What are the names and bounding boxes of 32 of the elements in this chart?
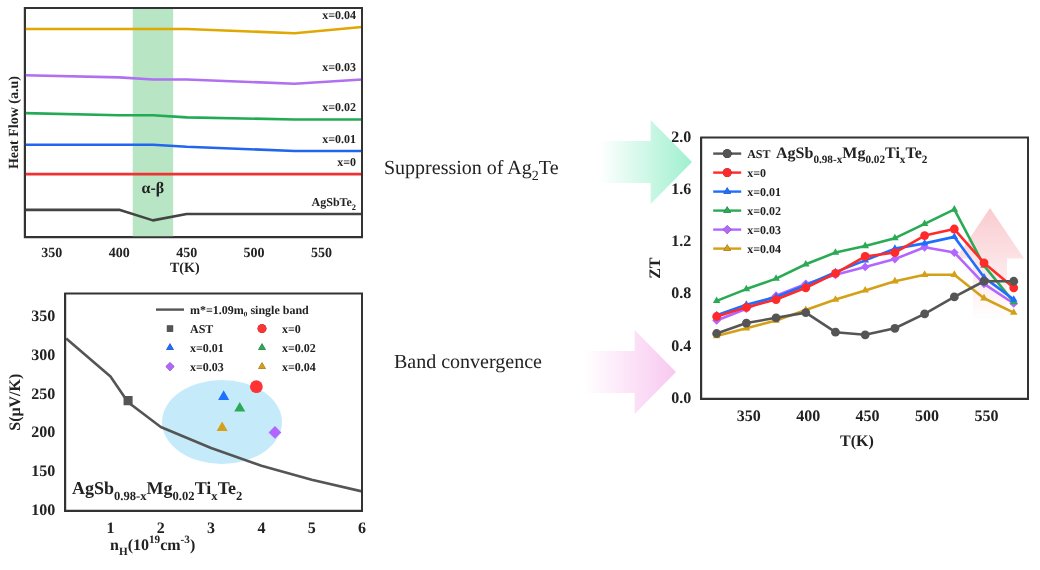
x-tick-label: 4	[257, 518, 266, 537]
annotation: AgSb$_{0.98-x}$Mg$_{0.02}$Ti$_{x}$Te$_{2}$	[776, 144, 928, 168]
x-tick-label: 550	[974, 406, 999, 425]
y-tick-label: 2.0	[671, 127, 692, 146]
band-label: α-β	[141, 179, 165, 198]
y-tick-label: 0.8	[671, 284, 692, 303]
y-tick-label: 100	[31, 500, 56, 519]
y-axis-title: ZT	[645, 256, 664, 279]
x-tick-label: 1	[106, 518, 115, 537]
x-tick-label: 350	[736, 406, 761, 425]
y-tick-label: 1.2	[671, 232, 692, 251]
y-tick-label: 200	[31, 423, 56, 442]
x-axis-title: n$_{H}$(10$^{19}$cm$^{-3}$)	[110, 534, 196, 560]
x-axis-title: T(K)	[840, 432, 874, 450]
x-tick-label: 5	[307, 518, 316, 537]
annotation: AgSb$_{0.98-x}$Mg$_{0.02}$Ti$_{x}$Te$_{2}$	[72, 478, 243, 504]
y-axis-title: S(μV/K)	[5, 373, 24, 431]
y-tick-label: 0.0	[671, 388, 692, 407]
text: Band convergence	[394, 352, 542, 374]
x-tick-label: 6	[358, 518, 366, 537]
y-tick-label: 150	[31, 462, 56, 481]
y-tick-label: 1.6	[671, 179, 692, 198]
x-tick-label: 400	[796, 406, 821, 425]
y-tick-label: 350	[31, 307, 56, 325]
x-tick-label: 2	[156, 518, 165, 537]
y-tick-label: 250	[31, 384, 56, 403]
text: Suppression of Ag$_{2}$Te	[384, 158, 559, 184]
y-tick-label: 300	[31, 345, 56, 364]
x-tick-label: 450	[855, 406, 880, 425]
x-tick-label: 500	[914, 406, 939, 425]
y-tick-label: 0.4	[671, 336, 692, 355]
x-tick-label: 3	[207, 518, 216, 537]
